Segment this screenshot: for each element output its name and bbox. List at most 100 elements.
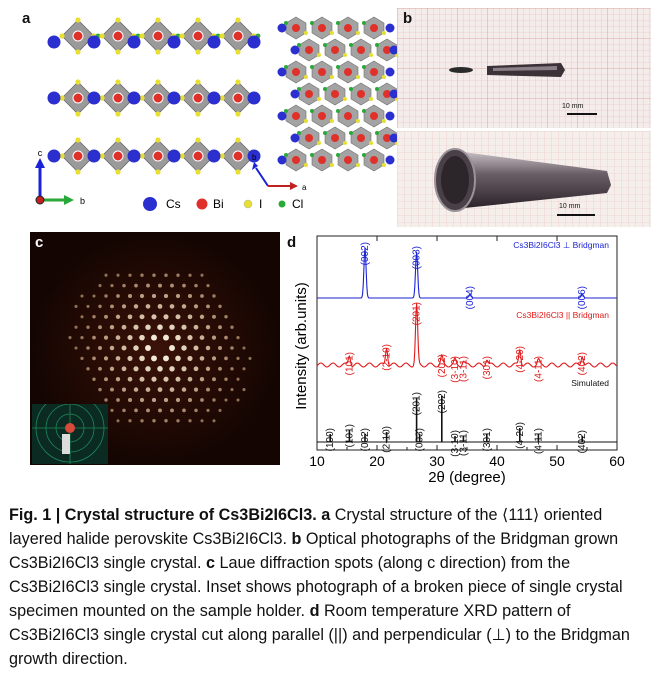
laue-spot xyxy=(134,283,138,288)
laue-spot xyxy=(115,314,121,319)
laue-spot xyxy=(86,325,90,329)
peak-label: (006) xyxy=(577,286,588,309)
laue-spot xyxy=(170,283,174,288)
laue-spot xyxy=(139,376,145,382)
cs-atom xyxy=(167,35,181,49)
laue-spot xyxy=(109,345,115,351)
x-axis-label: 2θ (degree) xyxy=(428,469,506,486)
peak-label: (3-10) xyxy=(450,356,461,383)
cs-atom xyxy=(47,149,61,163)
laue-spot xyxy=(212,419,216,423)
x-tick-label: 60 xyxy=(609,453,625,469)
bi-octahedron-top xyxy=(336,148,360,172)
laue-spot xyxy=(133,324,139,330)
laue-spot xyxy=(230,367,234,371)
cs-atom xyxy=(207,91,221,105)
cs-atom xyxy=(277,67,287,77)
laue-spot xyxy=(199,335,205,340)
laue-spot xyxy=(199,356,205,361)
laue-spot xyxy=(68,336,72,340)
panel-b-letter: b xyxy=(403,10,413,27)
laue-spot xyxy=(98,304,102,309)
laue-spot xyxy=(236,398,240,402)
axis-b-label: b xyxy=(80,196,85,206)
laue-spot xyxy=(98,325,102,330)
laue-spot xyxy=(121,366,127,372)
laue-spot xyxy=(212,314,216,319)
laue-spot xyxy=(98,284,102,288)
cs-atom xyxy=(127,35,141,49)
bi-octahedron-top xyxy=(362,148,386,172)
laue-spot xyxy=(169,366,175,372)
laue-spot xyxy=(133,366,139,372)
laue-spot xyxy=(145,387,151,392)
peak-label: (003) xyxy=(415,428,426,451)
laue-spot xyxy=(110,283,114,288)
bi-octahedron-top xyxy=(336,60,360,84)
laue-spot xyxy=(116,398,120,402)
cs-atom xyxy=(277,155,287,165)
cs-atom xyxy=(247,35,261,49)
peak-label: (4-11) xyxy=(533,356,544,382)
laue-spot xyxy=(188,419,192,423)
axis-a-label: a xyxy=(302,183,307,192)
cs-atom xyxy=(385,23,395,33)
laue-spot xyxy=(212,398,216,402)
peak-label: (003) xyxy=(412,246,423,269)
cs-atom xyxy=(167,91,181,105)
laue-spot xyxy=(212,294,216,298)
laue-spot xyxy=(187,314,193,320)
laue-spot xyxy=(224,398,228,402)
laue-spot xyxy=(242,346,246,350)
laue-spot xyxy=(175,293,181,299)
laue-spot xyxy=(74,346,78,350)
laue-spot xyxy=(242,388,246,392)
laue-spot xyxy=(187,376,193,382)
laue-spot xyxy=(230,325,234,329)
laue-spot xyxy=(103,356,109,361)
laue-spot xyxy=(218,304,222,309)
bi-octahedron-top xyxy=(336,104,360,128)
peak-label: (100) xyxy=(325,428,336,451)
laue-spot xyxy=(163,376,169,382)
laue-spot xyxy=(110,304,114,309)
laue-spot xyxy=(86,367,90,371)
bi-octahedron-top xyxy=(362,60,386,84)
laue-spot xyxy=(187,355,193,361)
laue-spot xyxy=(122,408,126,413)
peak-label: (2-10) xyxy=(382,344,393,371)
cs-atom xyxy=(277,111,287,121)
cs-atom xyxy=(47,35,61,49)
laue-spot xyxy=(92,315,96,319)
peak-label: (3-11) xyxy=(458,430,469,456)
laue-spot xyxy=(224,335,228,340)
peak-label: (004) xyxy=(465,286,476,309)
laue-spot xyxy=(170,408,174,413)
laue-spot xyxy=(128,419,132,423)
laue-spot xyxy=(175,397,181,403)
panel-c-letter: c xyxy=(35,234,44,251)
laue-spot xyxy=(127,355,133,361)
laue-spot xyxy=(146,283,150,288)
laue-spot xyxy=(218,387,222,392)
peak-label: (002) xyxy=(360,428,371,451)
cs-atom xyxy=(389,133,399,143)
legend-cs: Cs xyxy=(166,197,181,211)
laue-spot xyxy=(151,293,157,299)
laue-spot xyxy=(80,315,84,319)
laue-spot xyxy=(151,376,157,382)
laue-spot xyxy=(212,377,216,382)
laue-spot xyxy=(176,419,180,423)
laue-spot xyxy=(248,356,252,360)
laue-spot xyxy=(200,419,204,423)
bi-octahedron-top xyxy=(362,104,386,128)
cs-atom xyxy=(247,149,261,163)
laue-spot xyxy=(188,294,192,298)
laue-spot xyxy=(193,304,199,309)
laue-spot xyxy=(116,273,120,277)
laue-spot xyxy=(115,356,121,361)
laue-spot xyxy=(169,387,175,392)
bi-octahedron-top xyxy=(349,126,373,150)
peak-label: (101) xyxy=(344,424,355,447)
peak-label: (4-11) xyxy=(533,428,544,454)
